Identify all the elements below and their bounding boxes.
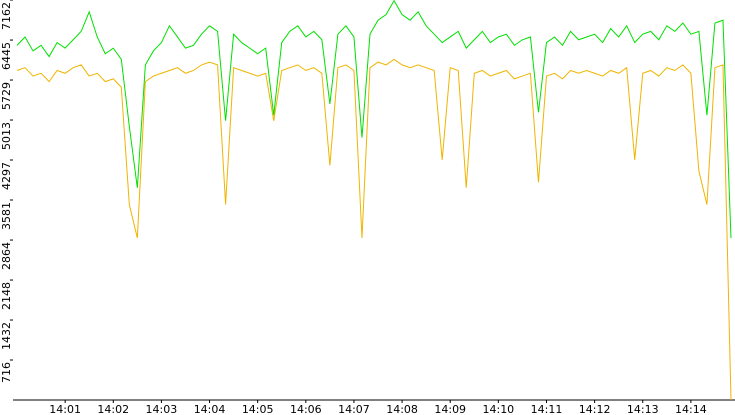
y-tick-label: 7162 xyxy=(0,2,13,30)
y-tick-label: 3581 xyxy=(0,202,13,230)
y-tick-label: 6445 xyxy=(0,42,13,70)
x-tick-label: 14:13 xyxy=(627,403,659,415)
series-line xyxy=(16,58,732,401)
x-tick-label: 14:11 xyxy=(531,403,563,415)
y-tick-label: 5729 xyxy=(0,82,13,110)
y-tick-label: 5013 xyxy=(0,122,13,150)
y-tick-label: 2864 xyxy=(0,242,13,270)
x-tick-label: 14:12 xyxy=(579,403,611,415)
y-tick-label: 4297 xyxy=(0,162,13,190)
x-tick-label: 14:09 xyxy=(434,403,466,415)
y-tick-label: 1432 xyxy=(0,322,13,350)
y-tick-label: 716 xyxy=(0,362,13,383)
x-tick-label: 14:10 xyxy=(482,403,514,415)
x-tick-label: 14:01 xyxy=(49,403,81,415)
x-tick-label: 14:05 xyxy=(242,403,274,415)
x-tick-label: 14:08 xyxy=(386,403,418,415)
y-tick-label: 2148 xyxy=(0,282,13,310)
x-tick-label: 14:02 xyxy=(97,403,129,415)
plot-area xyxy=(13,0,735,400)
x-tick-label: 14:06 xyxy=(290,403,322,415)
x-tick-label: 14:04 xyxy=(194,403,226,415)
x-tick-label: 14:14 xyxy=(675,403,707,415)
x-tick-label: 14:07 xyxy=(338,403,370,415)
x-tick-label: 14:03 xyxy=(146,403,178,415)
series-line xyxy=(16,0,732,239)
